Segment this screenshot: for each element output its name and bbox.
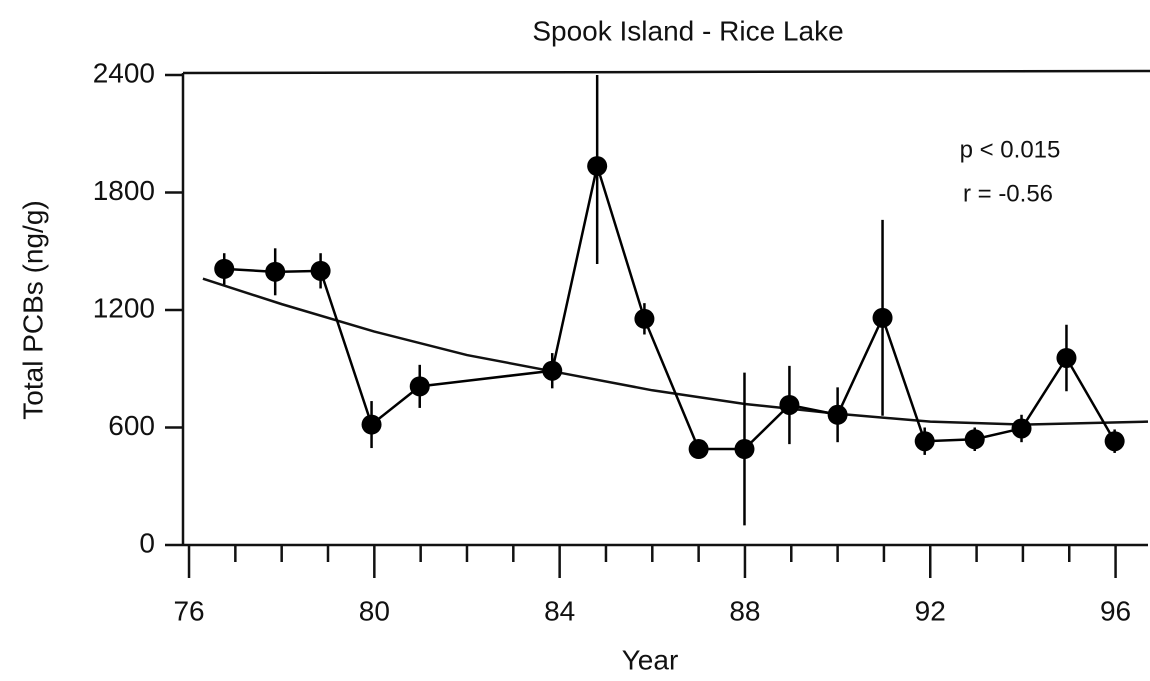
data-point (914, 431, 935, 452)
data-point (688, 439, 709, 460)
y-tick-label: 2400 (93, 57, 155, 88)
y-tick-label: 1800 (93, 175, 155, 206)
data-point (587, 156, 608, 177)
data-point (634, 308, 655, 329)
data-line (224, 161, 1116, 451)
frame-top (182, 69, 1150, 75)
x-tick-label: 84 (544, 595, 575, 626)
data-point (734, 439, 755, 460)
x-tick-label: 92 (915, 595, 946, 626)
data-point (964, 429, 985, 450)
trend-curve (202, 277, 1149, 426)
annotation: r = -0.56 (963, 180, 1053, 207)
data-point (779, 394, 800, 415)
data-point (542, 360, 563, 381)
data-point (827, 404, 848, 425)
data-point (1104, 431, 1125, 452)
data-point (872, 307, 893, 328)
annotation: p < 0.015 (960, 136, 1061, 163)
y-tick-label: 0 (139, 527, 155, 558)
data-point (214, 258, 235, 279)
data-point (1056, 347, 1077, 368)
data-point (361, 414, 382, 435)
data-point (265, 261, 286, 282)
chart-title: Spook Island - Rice Lake (532, 15, 843, 46)
data-point (409, 376, 430, 397)
plot-area (202, 75, 1149, 526)
data-point (310, 260, 331, 281)
x-tick-label: 76 (173, 595, 204, 626)
x-axis-label: Year (622, 644, 679, 675)
data-point (1011, 418, 1032, 439)
x-tick-label: 88 (729, 595, 760, 626)
x-tick-label: 80 (359, 595, 390, 626)
y-axis-label: Total PCBs (ng/g) (17, 200, 48, 419)
x-tick-label: 96 (1100, 595, 1131, 626)
y-tick-label: 1200 (93, 292, 155, 323)
y-tick-label: 600 (108, 410, 155, 441)
